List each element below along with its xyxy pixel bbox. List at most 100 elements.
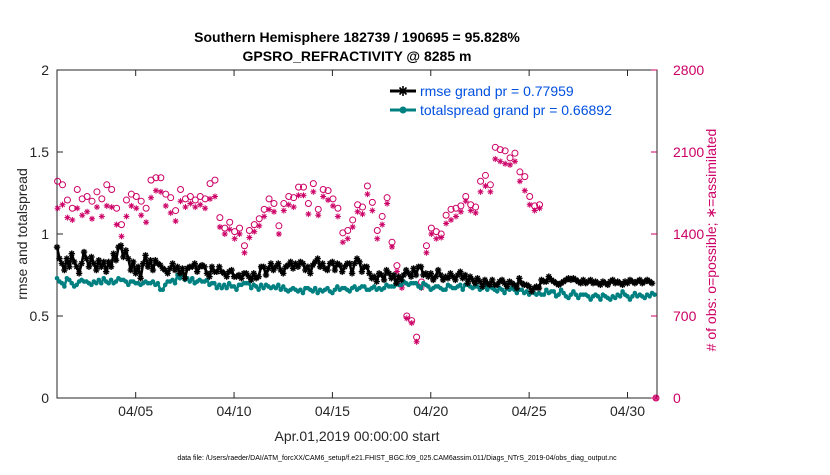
- totalspread-point: [315, 290, 320, 296]
- obs-assimilated-point: [241, 249, 248, 256]
- rmse-point: [169, 260, 176, 267]
- obs-assimilated-point: [182, 204, 189, 211]
- totalspread-point: [568, 292, 574, 297]
- obs-assimilated-point: [207, 195, 214, 202]
- totalspread-point: [371, 284, 377, 289]
- obs-assimilated-point: [148, 194, 155, 201]
- obs-possible-point: [319, 185, 327, 193]
- rmse-series: [53, 242, 656, 295]
- obs-assimilated-point: [482, 182, 489, 189]
- rmse-point: [120, 253, 127, 261]
- totalspread-point: [108, 277, 114, 283]
- totalspread-point: [187, 279, 193, 284]
- rmse-point: [525, 283, 533, 290]
- rmse-point: [390, 271, 398, 279]
- totalspread-point: [234, 287, 239, 293]
- totalspread-point: [566, 295, 571, 301]
- totalspread-point: [162, 282, 168, 288]
- obs-assimilated-point: [428, 231, 435, 237]
- rmse-point: [457, 268, 464, 275]
- totalspread-point: [551, 289, 557, 294]
- obs-possible-point: [299, 183, 307, 191]
- obs-possible-point: [63, 196, 71, 204]
- rmse-point: [405, 270, 412, 277]
- obs-possible-point: [113, 204, 121, 212]
- obs-possible-point: [486, 181, 494, 189]
- totalspread-point: [310, 289, 316, 294]
- obs-assimilated-point: [330, 202, 336, 209]
- obs-possible-point: [250, 221, 258, 229]
- rmse-point: [223, 273, 230, 280]
- totalspread-point: [585, 294, 591, 299]
- obs-possible-point: [477, 177, 485, 185]
- obs-assimilated-point: [354, 208, 361, 215]
- obs-possible-point: [511, 149, 519, 157]
- obs-assimilated-point: [359, 211, 366, 218]
- rmse-point: [78, 260, 85, 267]
- rmse-point: [191, 260, 198, 267]
- obs-possible-point: [496, 146, 504, 154]
- totalspread-point: [598, 297, 603, 302]
- totalspread-point: [381, 285, 387, 291]
- rmse-point: [248, 276, 255, 284]
- obs-assimilated-point: [172, 218, 179, 225]
- obs-assimilated-point: [334, 213, 341, 220]
- obs-possible-point: [226, 218, 234, 226]
- totalspread-point: [426, 284, 431, 289]
- rmse-point: [102, 268, 110, 275]
- totalspread-point: [524, 289, 529, 294]
- obs-assimilated-point: [433, 235, 440, 242]
- obs-assimilated-point: [403, 315, 410, 322]
- obs-possible-point: [501, 147, 509, 155]
- rmse-point: [503, 283, 511, 290]
- totalspread-point: [126, 282, 131, 288]
- rmse-point: [444, 275, 452, 282]
- rmse-point: [132, 270, 139, 277]
- totalspread-point: [298, 287, 303, 293]
- rmse-point: [73, 263, 80, 270]
- rmse-point: [112, 257, 120, 264]
- totalspread-point: [460, 287, 466, 293]
- rmse-point: [461, 271, 469, 279]
- totalspread-point: [413, 280, 419, 286]
- rmse-point: [63, 255, 71, 262]
- obs-assimilated-point: [93, 204, 100, 211]
- rmse-point: [452, 276, 459, 284]
- obs-assimilated-point: [84, 208, 91, 215]
- obs-possible-point: [216, 214, 224, 222]
- totalspread-point: [443, 287, 448, 293]
- rmse-point: [166, 265, 174, 272]
- rmse-point: [336, 261, 343, 269]
- totalspread-point: [177, 275, 183, 281]
- totalspread-point: [558, 287, 564, 293]
- rmse-point: [489, 276, 496, 284]
- obs-assimilated-point: [364, 191, 371, 198]
- rmse-point: [238, 275, 245, 282]
- y-left-tick-label: 0.5: [30, 308, 50, 324]
- totalspread-point: [588, 297, 593, 302]
- obs-assimilated-point: [393, 268, 400, 275]
- obs-assimilated-point: [344, 235, 351, 242]
- y-axis-left-label: rmse and totalspread: [14, 168, 30, 300]
- rmse-point: [366, 270, 373, 277]
- obs-possible-point: [191, 196, 199, 204]
- obs-assimilated-point: [211, 193, 218, 200]
- obs-possible-point: [83, 193, 91, 201]
- rmse-point: [193, 268, 201, 275]
- obs-assimilated-point: [339, 239, 346, 246]
- rmse-point: [174, 263, 181, 270]
- rmse-point: [149, 266, 157, 274]
- legend-spread-marker: [399, 106, 407, 114]
- rmse-point: [161, 266, 169, 274]
- rmse-point: [117, 242, 125, 249]
- rmse-point: [331, 266, 339, 274]
- rmse-point: [66, 263, 73, 270]
- rmse-point: [493, 281, 501, 289]
- totalspread-point: [561, 290, 566, 296]
- rmse-point: [329, 258, 336, 266]
- totalspread-point: [514, 290, 520, 296]
- rmse-point: [110, 250, 117, 257]
- totalspread-point: [231, 284, 237, 289]
- totalspread-point: [347, 289, 352, 294]
- totalspread-point: [544, 287, 549, 293]
